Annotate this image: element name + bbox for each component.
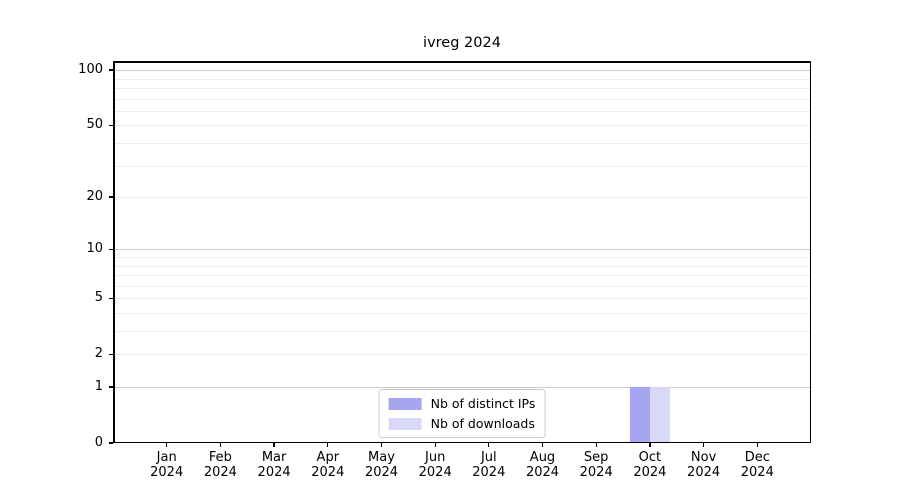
right-spine [809, 61, 811, 443]
legend-label-distinct-ips: Nb of distinct IPs [430, 396, 536, 411]
y-tick-label: 20 [86, 189, 103, 204]
major-gridline [113, 70, 811, 72]
year-label: 2024 [150, 465, 184, 480]
x-tick-label-sep: Sep 2024 [566, 450, 626, 480]
x-tick-label-nov: Nov 2024 [674, 450, 734, 480]
minor-gridline [113, 265, 811, 267]
legend-item-distinct-ips: Nb of distinct IPs [388, 396, 536, 411]
year-label: 2024 [203, 465, 237, 480]
y-tick-label: 50 [86, 117, 103, 133]
y-tick-label: 1 [94, 379, 103, 394]
bar-oct-series1 [649, 387, 670, 443]
x-tick-label-jul: Jul 2024 [459, 450, 519, 480]
y-tick-label: 2 [94, 346, 103, 362]
y-tick [109, 442, 113, 444]
minor-gridline [113, 256, 811, 258]
month-label: Oct [638, 450, 662, 465]
month-label: Apr [316, 450, 340, 465]
x-tick [756, 443, 758, 447]
y-tick [109, 386, 113, 388]
minor-gridline [113, 285, 811, 287]
minor-gridline [113, 354, 811, 356]
y-tick [109, 124, 113, 126]
y-tick-label: 10 [86, 241, 103, 257]
month-label: May [368, 450, 395, 465]
legend-item-downloads: Nb of downloads [388, 416, 536, 431]
x-tick [166, 443, 168, 447]
y-tick [109, 196, 113, 198]
year-label: 2024 [364, 465, 399, 480]
legend-swatch-distinct-ips [388, 397, 422, 410]
top-spine [113, 61, 811, 63]
minor-gridline [113, 165, 811, 167]
minor-gridline [113, 142, 811, 144]
y-axis-line [113, 61, 115, 443]
x-tick-label-oct: Oct 2024 [620, 450, 680, 480]
x-tick [380, 443, 383, 447]
plot-area: Nb of distinct IPs Nb of downloads [113, 61, 811, 443]
x-tick [327, 443, 329, 447]
minor-gridline [113, 125, 811, 127]
legend-swatch-downloads [388, 417, 422, 430]
x-tick-label-jun: Jun 2024 [405, 450, 465, 480]
x-tick [541, 443, 544, 447]
x-tick-label-dec: Dec 2024 [727, 450, 787, 480]
minor-gridline [113, 87, 811, 89]
month-label: Nov [690, 450, 717, 465]
y-tick [109, 248, 113, 250]
month-label: Jul [480, 450, 497, 465]
y-tick [109, 69, 113, 71]
minor-gridline [113, 110, 811, 112]
x-tick [434, 443, 436, 447]
major-gridline [113, 387, 811, 388]
y-tick-label: 100 [78, 62, 103, 78]
legend-label-downloads: Nb of downloads [430, 416, 535, 431]
month-label: Mar [261, 450, 287, 465]
x-tick-label-jan: Jan 2024 [137, 450, 197, 480]
year-label: 2024 [525, 465, 560, 480]
x-tick [488, 443, 490, 447]
bar-oct-series0 [629, 387, 650, 443]
x-tick [219, 443, 222, 447]
y-tick-label: 0 [94, 435, 103, 450]
minor-gridline [113, 78, 811, 80]
x-axis-line [113, 441, 811, 443]
month-label: Aug [529, 450, 556, 465]
year-label: 2024 [418, 465, 452, 480]
x-tick-label-mar: Mar 2024 [244, 450, 304, 480]
x-tick [702, 443, 705, 447]
x-tick-label-feb: Feb 2024 [190, 450, 250, 480]
year-label: 2024 [579, 465, 613, 480]
minor-gridline [113, 197, 811, 198]
year-label: 2024 [687, 465, 721, 480]
month-label: Sep [583, 450, 609, 465]
x-tick [649, 443, 651, 447]
month-label: Dec [744, 450, 770, 465]
legend: Nb of distinct IPs Nb of downloads [378, 389, 546, 438]
x-tick-label-aug: Aug 2024 [513, 450, 573, 480]
y-tick-label: 5 [94, 290, 103, 306]
minor-gridline [113, 312, 811, 314]
y-tick [109, 353, 113, 355]
year-label: 2024 [311, 465, 345, 480]
year-label: 2024 [472, 465, 506, 480]
year-label: 2024 [633, 465, 667, 480]
month-label: Feb [208, 450, 232, 465]
minor-gridline [113, 331, 811, 332]
month-label: Jun [425, 450, 446, 465]
minor-gridline [113, 298, 811, 300]
major-gridline [113, 249, 811, 251]
minor-gridline [113, 98, 811, 100]
year-label: 2024 [740, 465, 774, 480]
chart-title: ivreg 2024 [423, 35, 501, 51]
x-tick [273, 443, 275, 447]
month-label: Jan [156, 450, 177, 465]
minor-gridline [113, 275, 811, 276]
year-label: 2024 [257, 465, 291, 480]
x-tick-label-may: May 2024 [352, 450, 412, 480]
x-tick [595, 443, 597, 447]
y-tick [109, 297, 113, 299]
x-tick-label-apr: Apr 2024 [298, 450, 358, 480]
